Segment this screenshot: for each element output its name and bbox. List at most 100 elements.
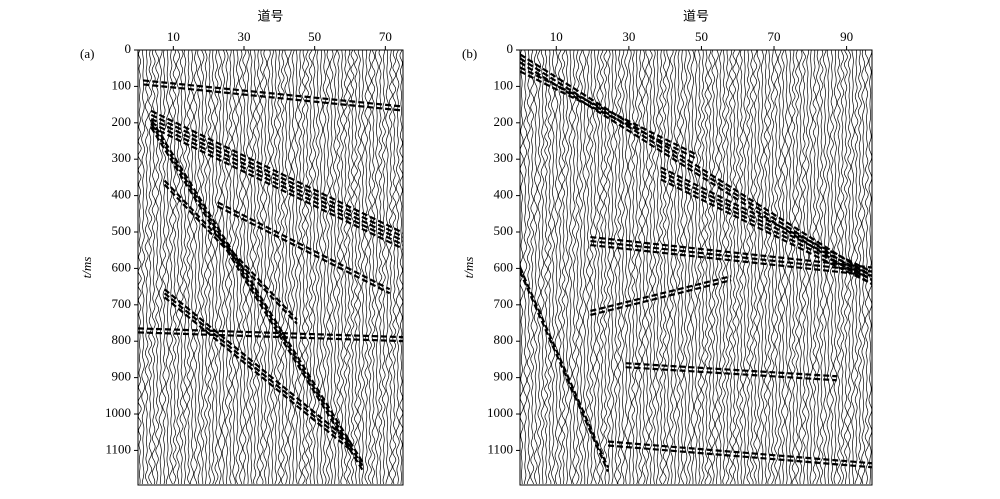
wiggle-trace bbox=[381, 50, 386, 485]
event bbox=[520, 70, 697, 160]
wiggle-trace bbox=[767, 50, 772, 485]
wiggle-trace bbox=[395, 50, 400, 485]
wiggle-trace bbox=[746, 50, 751, 485]
plot-frame bbox=[137, 49, 404, 486]
wiggle-trace bbox=[784, 50, 789, 485]
event bbox=[150, 123, 365, 468]
wiggle-trace bbox=[221, 50, 226, 485]
wiggle-trace bbox=[523, 50, 528, 485]
wiggle-trace bbox=[582, 50, 587, 485]
y-tick-label: 200 bbox=[494, 114, 514, 129]
event bbox=[138, 327, 403, 339]
wiggle-trace bbox=[197, 50, 201, 485]
wiggle-trace bbox=[165, 50, 170, 484]
wiggle-trace bbox=[249, 50, 254, 485]
wiggle-trace bbox=[812, 50, 817, 485]
wiggle-trace bbox=[298, 50, 303, 485]
event bbox=[217, 205, 391, 295]
wiggle-trace bbox=[336, 50, 341, 485]
x-tick-label: 70 bbox=[768, 29, 781, 44]
wiggle-trace bbox=[589, 50, 594, 485]
wiggle-trace bbox=[364, 50, 369, 485]
wiggle-trace bbox=[742, 50, 747, 485]
wiggle-trace bbox=[847, 50, 852, 485]
event bbox=[163, 292, 351, 447]
seismic-texture bbox=[138, 50, 403, 485]
y-tick-label: 1000 bbox=[105, 405, 131, 420]
y-axis-label: t/ms bbox=[461, 257, 476, 279]
event bbox=[217, 201, 391, 291]
event bbox=[590, 239, 872, 273]
wiggle-trace bbox=[816, 50, 820, 485]
wiggle-trace bbox=[728, 50, 733, 485]
wiggle-trace bbox=[659, 50, 664, 485]
y-tick-label: 700 bbox=[494, 296, 514, 311]
wiggle-trace bbox=[301, 50, 306, 485]
wiggle-trace bbox=[315, 50, 320, 485]
wiggle-trace bbox=[540, 50, 545, 485]
wiggle-trace bbox=[781, 50, 786, 485]
event bbox=[163, 183, 298, 325]
y-tick-label: 700 bbox=[112, 296, 132, 311]
wiggle-trace bbox=[378, 50, 383, 485]
wiggle-trace bbox=[238, 50, 243, 485]
wiggle-trace bbox=[732, 50, 737, 485]
wiggle-trace bbox=[774, 50, 779, 485]
wiggle-trace bbox=[694, 50, 698, 485]
event bbox=[660, 166, 872, 273]
wiggle-trace bbox=[749, 50, 754, 485]
y-tick-label: 600 bbox=[494, 259, 514, 274]
wiggle-trace bbox=[347, 50, 351, 485]
wiggle-trace bbox=[179, 50, 184, 484]
wiggle-trace bbox=[357, 50, 362, 485]
wiggle-trace bbox=[544, 50, 549, 485]
x-tick-label: 30 bbox=[622, 29, 635, 44]
x-tick-label: 10 bbox=[550, 29, 563, 44]
wiggle-trace bbox=[575, 50, 580, 485]
wiggle-trace bbox=[308, 50, 313, 485]
wiggle-trace bbox=[683, 50, 688, 485]
y-axis-label: t/ms bbox=[79, 257, 94, 279]
event bbox=[150, 121, 403, 246]
wiggle-trace bbox=[399, 50, 403, 485]
wiggle-trace bbox=[627, 50, 632, 485]
y-tick-label: 400 bbox=[494, 187, 514, 202]
y-tick-label: 500 bbox=[494, 223, 514, 238]
wiggle-trace bbox=[586, 50, 590, 485]
wiggle-trace bbox=[763, 50, 768, 485]
wiggle-trace bbox=[631, 50, 636, 485]
wiggle-trace bbox=[624, 50, 629, 485]
event bbox=[150, 119, 365, 464]
wiggle-trace bbox=[641, 50, 646, 485]
event bbox=[590, 243, 872, 277]
wiggle-trace bbox=[770, 50, 775, 485]
wiggle-trace bbox=[183, 50, 188, 485]
wiggle-trace bbox=[568, 50, 573, 485]
wiggle-trace bbox=[526, 50, 531, 485]
wiggle-trace bbox=[565, 50, 569, 485]
wiggle-trace bbox=[252, 50, 257, 485]
event bbox=[660, 174, 872, 281]
wiggle-trace bbox=[270, 50, 275, 485]
wiggle-trace bbox=[392, 50, 397, 485]
event bbox=[625, 362, 837, 378]
wiggle-trace bbox=[805, 50, 810, 485]
wiggle-trace bbox=[360, 50, 365, 485]
y-tick-label: 600 bbox=[112, 259, 132, 274]
y-tick-label: 1100 bbox=[487, 441, 513, 456]
event bbox=[520, 53, 872, 278]
event bbox=[163, 288, 351, 443]
event bbox=[520, 57, 872, 282]
wiggle-trace bbox=[207, 50, 212, 485]
wiggle-trace bbox=[144, 50, 149, 485]
wiggle-trace bbox=[231, 50, 236, 485]
wiggle-trace bbox=[176, 50, 181, 484]
wiggle-trace bbox=[680, 50, 684, 485]
wiggle-trace bbox=[204, 50, 208, 485]
event bbox=[520, 66, 697, 156]
wiggle-trace bbox=[374, 50, 379, 484]
y-tick-label: 0 bbox=[125, 41, 132, 56]
wiggle-trace bbox=[638, 50, 643, 485]
y-tick-label: 800 bbox=[494, 332, 514, 347]
wiggle-trace bbox=[385, 50, 390, 485]
